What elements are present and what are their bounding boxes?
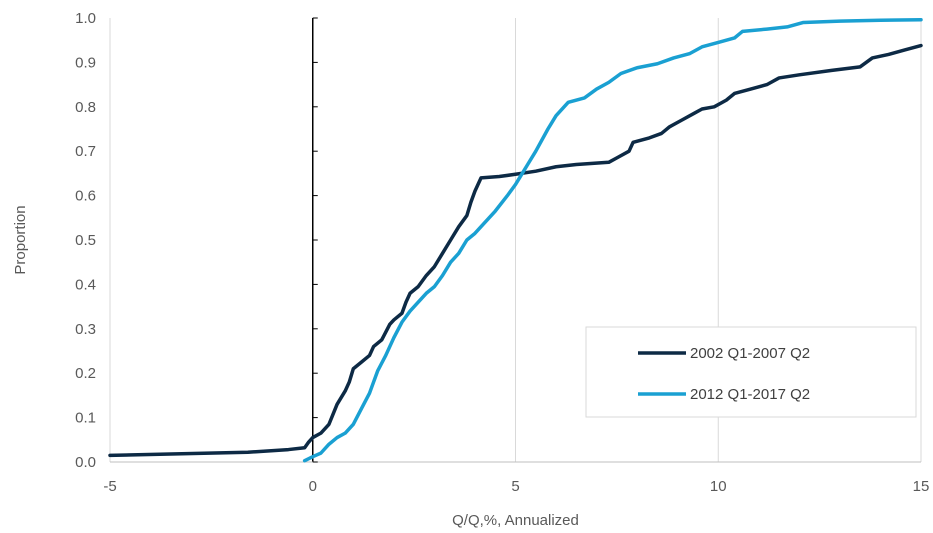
y-tick-label-1: 0.1 — [75, 410, 96, 427]
x-axis-ticks: -5 0 5 10 15 — [103, 478, 929, 495]
legend-box — [585, 326, 917, 418]
y-tick-label-7: 0.7 — [75, 143, 96, 160]
y-tick-label-9: 0.9 — [75, 54, 96, 71]
legend-label-1: 2012 Q1-2017 Q2 — [690, 386, 810, 403]
y-tick-label-5: 0.5 — [75, 232, 96, 249]
y-axis-ticks: 0.0 0.1 0.2 0.3 0.4 0.5 0.6 0.7 0.8 0.9 1.0 — [75, 10, 318, 471]
x-tick-label-4: 15 — [913, 478, 930, 495]
x-tick-label-3: 10 — [710, 478, 727, 495]
series-layer — [108, 18, 923, 463]
vertical-gridlines — [109, 18, 922, 462]
y-tick-label-0: 0.0 — [75, 454, 96, 471]
y-tick-label-8: 0.8 — [75, 99, 96, 116]
series-line-1 — [302, 18, 923, 463]
y-tick-label-3: 0.3 — [75, 321, 96, 338]
x-tick-label-1: 0 — [309, 478, 317, 495]
y-axis-title: Proportion — [12, 205, 29, 274]
y-tick-label-6: 0.6 — [75, 188, 96, 205]
legend: 2002 Q1-2007 Q2 2012 Q1-2017 Q2 — [585, 326, 917, 418]
series-line-0 — [108, 43, 923, 458]
legend-label-0: 2002 Q1-2007 Q2 — [690, 345, 810, 362]
x-tick-label-0: -5 — [103, 478, 116, 495]
y-tick-label-2: 0.2 — [75, 365, 96, 382]
y-tick-label-10: 1.0 — [75, 10, 96, 27]
x-tick-label-2: 5 — [511, 478, 519, 495]
x-axis-title: Q/Q,%, Annualized — [452, 512, 579, 529]
y-tick-label-4: 0.4 — [75, 276, 96, 293]
